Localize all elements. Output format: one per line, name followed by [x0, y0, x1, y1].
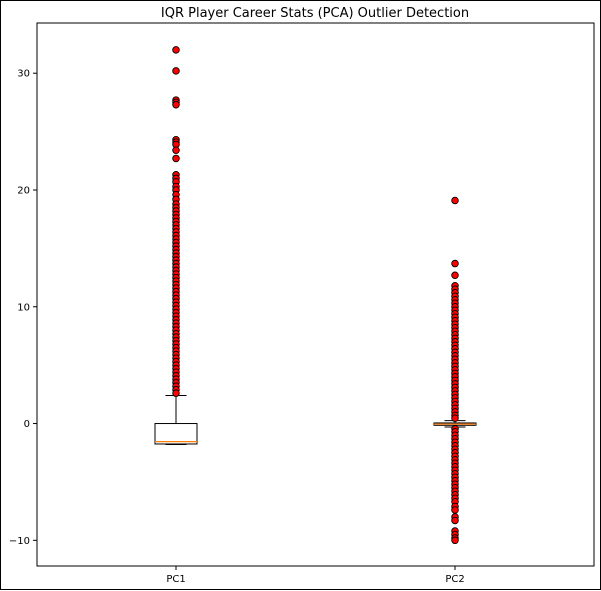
- outlier-point: [172, 100, 180, 109]
- outlier-point: [451, 196, 459, 205]
- box-series: [154, 46, 477, 545]
- y-tick-label: 30: [17, 69, 30, 80]
- x-axis: PC1 PC2: [166, 566, 465, 585]
- iqr-box: [154, 423, 198, 445]
- box-pc1: [154, 46, 198, 446]
- outlier-point: [172, 389, 180, 397]
- outlier-point: [451, 414, 459, 423]
- outlier-point: [172, 67, 180, 75]
- outlier-point: [451, 259, 459, 268]
- outlier-point: [451, 271, 459, 279]
- plot-area-frame: [36, 22, 595, 567]
- outlier-point: [172, 146, 180, 155]
- y-tick-label: 10: [17, 302, 30, 313]
- outlier-point: [451, 536, 459, 545]
- chart-title: IQR Player Career Stats (PCA) Outlier De…: [161, 6, 469, 21]
- outlier-point: [451, 506, 459, 514]
- y-tick-label: 20: [17, 185, 30, 196]
- outlier-point: [172, 154, 180, 163]
- outlier-point: [451, 516, 459, 525]
- x-tick-label: PC2: [445, 574, 464, 585]
- y-axis: −10 0 10 20 30: [9, 69, 37, 547]
- x-tick-label: PC1: [166, 574, 185, 585]
- box-pc2: [433, 196, 477, 545]
- outlier-point: [172, 46, 180, 54]
- y-tick-label: 0: [24, 419, 30, 430]
- y-tick-label: −10: [9, 536, 30, 547]
